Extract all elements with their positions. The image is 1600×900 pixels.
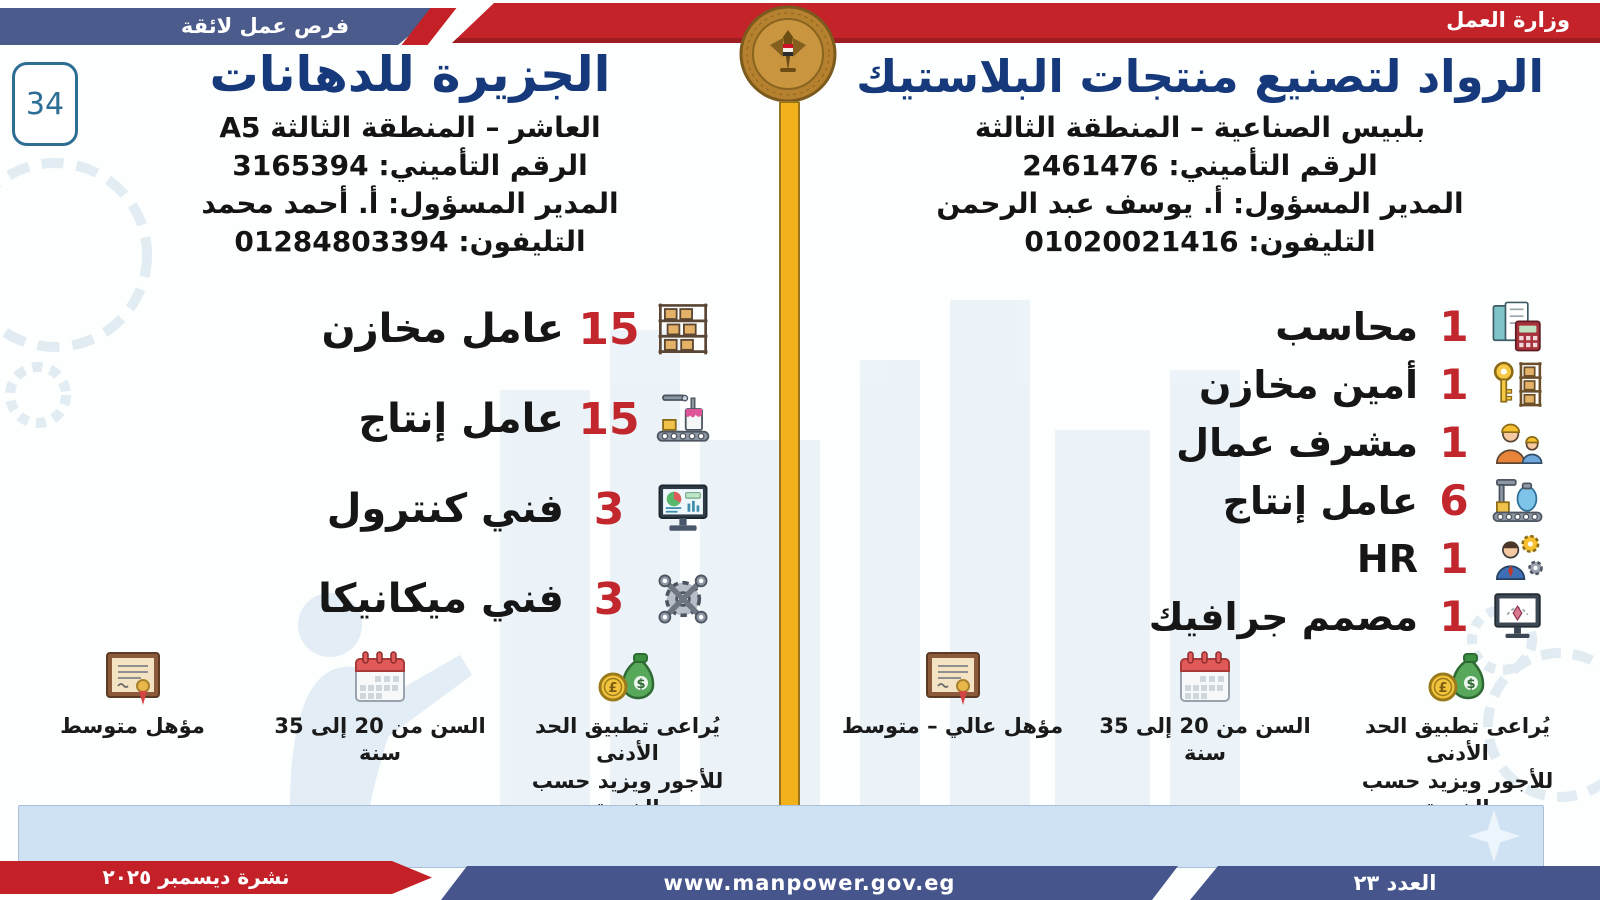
job-row: 1 مشرف عمال [1149,415,1545,470]
svg-text:$: $ [636,677,645,692]
svg-text:$: $ [1466,677,1475,692]
website-link[interactable]: www.manpower.gov.eg [663,871,956,895]
condition-text: مؤهل متوسط [60,714,205,738]
job-title: مصمم جرافيك [1148,594,1418,639]
company-right-manager: المدير المسؤول: أ. يوسف عبد الرحمن [936,187,1464,220]
company-right-phone: التليفون: 01020021416 [1024,225,1376,258]
certificate-icon [105,652,160,705]
bulletin-segment: نشرة ديسمبر ٢٠٢٥ [0,861,432,894]
mechanics-icon [658,574,708,624]
job-count: 1 [1439,360,1469,409]
hr-icon [1496,534,1543,580]
company-left-block: الجزيرة للدهانات العاشر – المنطقة الثالث… [60,46,760,261]
job-title: أمين مخازن [1199,362,1418,407]
job-title: مشرف عمال [1176,420,1418,465]
salary-icon: $ £ [1428,653,1484,702]
job-row: 1 محاسب [1149,299,1545,354]
topbar-right-segment: وزارة العمل [452,3,1600,43]
company-left-phone: التليفون: 01284803394 [234,225,586,258]
condition-salary: $ £ يُراعى تطبيق الحد الأدنى للأجور ويزي… [515,645,740,822]
certificate-icon [925,652,980,705]
job-count: 1 [1439,534,1469,583]
job-count: 3 [593,573,625,625]
company-left-manager: المدير المسؤول: أ. أحمد محمد [201,187,619,220]
company-left-jobs: 15 عامل مخازن 15 عامل إنتاج 3 [318,300,712,628]
company-left-conditions: $ £ يُراعى تطبيق الحد الأدنى للأجور ويزي… [20,645,740,822]
center-divider [779,101,800,810]
ministry-label: وزارة العمل [1446,8,1570,32]
condition-text: السن من 20 إلى 35 سنة [1099,714,1311,766]
job-title: HR [1356,536,1418,581]
company-left-insurance: الرقم التأميني: 3165394 [232,149,588,182]
job-count: 1 [1439,418,1469,467]
job-row: 15 عامل مخازن [318,300,712,358]
job-count: 15 [578,393,640,445]
job-title: عامل إنتاج [358,396,564,442]
company-right-block: الرواد لتصنيع منتجات البلاستيك بلبيس الص… [815,50,1585,261]
job-title: فني ميكانيكا [318,576,564,622]
job-count: 1 [1439,302,1469,351]
issue-label: العدد ٢٣ [1353,871,1437,895]
condition-text: يُراعى تطبيق الحد الأدنى للأجور ويزيد حس… [531,714,724,820]
bulletin-label: نشرة ديسمبر ٢٠٢٥ [102,865,290,889]
company-right-address: بلبيس الصناعية – المنطقة الثالثة [974,111,1426,144]
job-title: عامل إنتاج [1222,478,1418,523]
svg-text:£: £ [608,681,617,696]
company-right-insurance: الرقم التأميني: 2461476 [1022,149,1378,182]
job-row: 1 أمين مخازن [1149,357,1545,412]
condition-age: السن من 20 إلى 35 سنة [1093,645,1318,768]
workers-supervisor-icon [1496,423,1543,464]
footer-band [18,805,1544,868]
job-count: 6 [1439,476,1469,525]
job-count: 15 [578,303,640,355]
job-row: 3 فني كنترول [318,480,712,538]
condition-qualification: مؤهل متوسط [20,645,245,740]
job-row: 6 عامل إنتاج [1149,473,1545,528]
page-number: 34 [25,86,65,122]
page-number-badge: 34 [12,62,78,146]
eagle-emblem [770,30,806,72]
job-row: 1 HR [1149,531,1545,586]
job-row: 1 مصمم جرافيك [1149,589,1545,644]
condition-text: السن من 20 إلى 35 سنة [274,714,486,766]
salary-icon: $ £ [598,653,654,702]
job-title: عامل مخازن [321,306,564,352]
condition-age: السن من 20 إلى 35 سنة [268,645,493,768]
control-monitor-icon [658,484,708,531]
production-machine-icon [1492,479,1543,522]
job-count: 3 [593,483,625,535]
company-right-conditions: $ £ يُراعى تطبيق الحد الأدنى للأجور ويزي… [840,645,1570,822]
paint-production-icon [656,394,710,442]
calendar-icon [355,651,405,702]
job-row: 15 عامل إنتاج [318,390,712,448]
company-right-name: الرواد لتصنيع منتجات البلاستيك [856,50,1544,103]
job-row: 3 فني ميكانيكا [318,570,712,628]
graphic-designer-icon [1494,593,1541,638]
job-title: محاسب [1275,304,1418,349]
svg-text:£: £ [1438,681,1447,696]
company-right-jobs: 1 محاسب 1 أمين مخازن 1 مشرف عمال [1149,299,1545,644]
topbar-left-segment: فرص عمل لائقة [0,8,442,45]
condition-text: مؤهل عالي – متوسط [841,714,1064,738]
condition-qualification: مؤهل عالي – متوسط [840,645,1065,740]
storekeeper-icon [1493,361,1542,407]
company-left-name: الجزيرة للدهانات [209,46,611,103]
issue-segment: العدد ٢٣ [1190,866,1600,900]
warehouse-shelves-icon [658,303,708,355]
company-left-address: العاشر – المنطقة الثالثة A5 [219,111,601,144]
accountant-icon [1492,301,1541,352]
website-segment: www.manpower.gov.eg [441,866,1178,900]
calendar-icon [1180,651,1230,702]
job-count: 1 [1439,592,1469,641]
decent-work-label: فرص عمل لائقة [180,14,350,38]
job-title: فني كنترول [326,486,564,532]
condition-salary: $ £ يُراعى تطبيق الحد الأدنى للأجور ويزي… [1345,645,1570,822]
